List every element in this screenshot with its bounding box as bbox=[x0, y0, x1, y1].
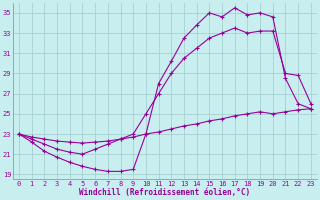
X-axis label: Windchill (Refroidissement éolien,°C): Windchill (Refroidissement éolien,°C) bbox=[79, 188, 251, 197]
